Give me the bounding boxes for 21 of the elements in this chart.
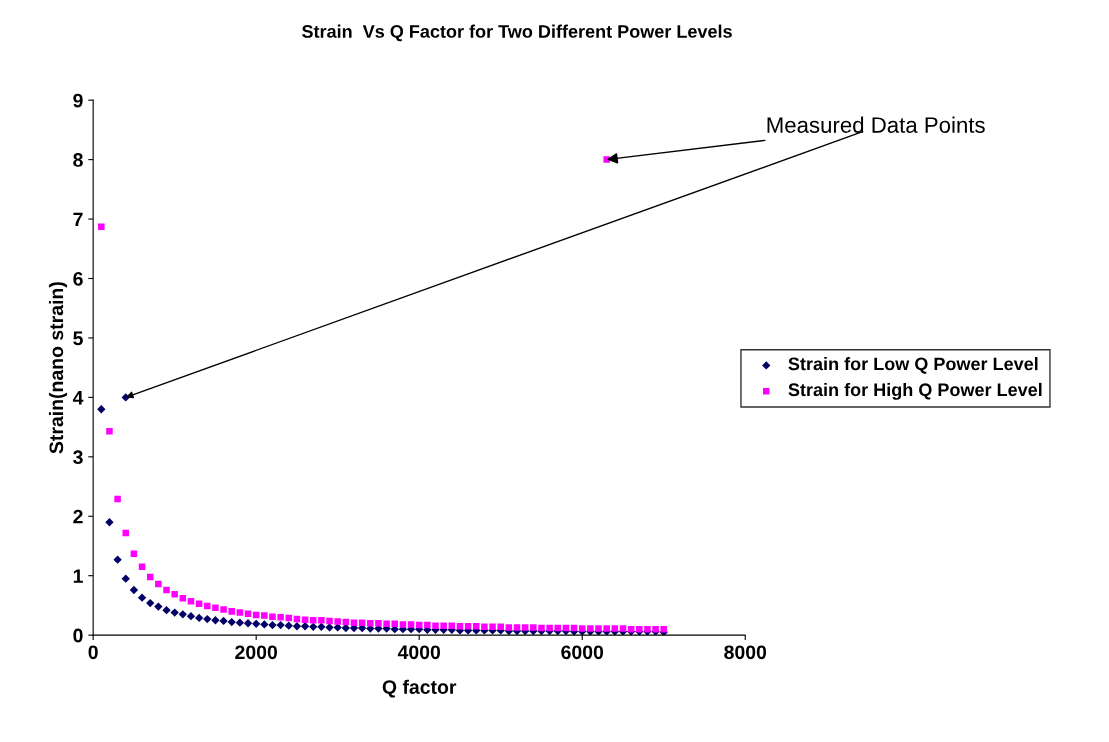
y-tick-label: 5 <box>73 331 83 346</box>
x-tick-label: 4000 <box>397 645 441 660</box>
y-tick-label: 3 <box>73 450 83 465</box>
x-tick-label: 8000 <box>724 645 767 660</box>
y-tick-label: 8 <box>73 153 83 167</box>
chart-title: Strain Vs Q Factor for Two Different Power Levels <box>302 24 732 42</box>
legend-label: Strain for High Q Power Level <box>788 382 1042 400</box>
y-tick-label: 6 <box>73 271 83 286</box>
x-tick-label: 0 <box>88 645 98 660</box>
y-tick-label: 2 <box>73 509 83 524</box>
legend-label: Strain for Low Q Power Level <box>788 357 1038 374</box>
y-tick-label: 4 <box>72 391 84 405</box>
x-tick-label: 2000 <box>235 645 278 660</box>
x-tick-label: 6000 <box>561 645 604 660</box>
y-tick-label: 7 <box>73 212 83 227</box>
y-axis-title: Strain(nano strain) <box>48 282 68 454</box>
annotation: Measured Data Points <box>767 116 985 133</box>
y-tick-label: 1 <box>73 569 83 583</box>
y-tick-label: 9 <box>73 93 83 108</box>
y-tick-label: 0 <box>73 628 83 643</box>
x-axis-title: Q factor <box>382 679 457 698</box>
